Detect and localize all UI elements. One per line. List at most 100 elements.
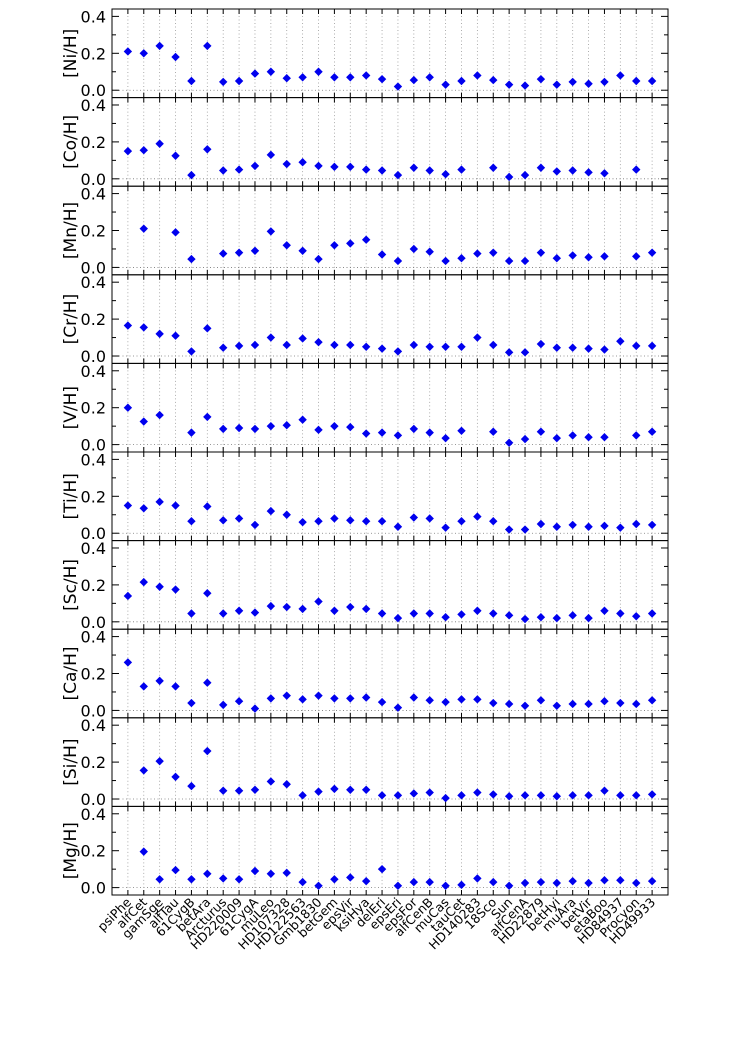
y-axis-label: [V/H] xyxy=(61,386,81,429)
data-point xyxy=(361,165,371,174)
data-point xyxy=(409,244,419,254)
y-tick-label: 0.2 xyxy=(81,753,106,772)
data-point xyxy=(171,585,180,594)
data-point xyxy=(536,74,546,84)
panel-7: 0.0 0.2 0.4[Ca/H] xyxy=(61,628,669,720)
data-point xyxy=(632,76,641,86)
data-point xyxy=(361,235,371,244)
data-point xyxy=(330,340,339,350)
data-point xyxy=(600,786,609,795)
data-point xyxy=(568,520,577,530)
data-point xyxy=(409,693,419,702)
data-point xyxy=(600,77,609,87)
data-point xyxy=(568,431,577,440)
panel-0: 0.0 0.2 0.4[Ni/H] xyxy=(61,7,669,100)
data-point xyxy=(155,139,164,148)
y-axis-label: [Co/H] xyxy=(61,115,81,169)
data-point xyxy=(314,881,323,890)
data-point xyxy=(647,696,657,705)
data-point xyxy=(314,337,323,347)
panel-frame xyxy=(111,717,669,807)
data-point xyxy=(520,701,530,711)
data-point xyxy=(298,604,307,614)
data-point xyxy=(425,609,434,618)
data-point xyxy=(346,162,355,172)
data-point xyxy=(123,146,133,156)
data-point xyxy=(647,609,657,618)
data-point xyxy=(219,786,228,795)
data-point xyxy=(361,429,371,438)
data-point xyxy=(457,426,466,435)
data-point xyxy=(584,79,593,88)
data-point xyxy=(409,513,419,522)
data-point xyxy=(377,74,387,84)
data-point xyxy=(536,877,546,887)
y-tick-label: 0.2 xyxy=(81,399,106,418)
data-point xyxy=(139,682,148,691)
panel-frame xyxy=(111,8,669,99)
data-point xyxy=(473,695,482,704)
panel-9: 0.0 0.2 0.4[Mg/H] xyxy=(61,805,669,898)
data-point xyxy=(234,696,244,706)
data-point xyxy=(155,497,164,507)
data-point xyxy=(139,417,148,426)
data-point xyxy=(250,424,260,434)
data-point xyxy=(155,756,164,766)
data-point xyxy=(139,577,148,587)
data-point xyxy=(187,170,196,180)
data-point xyxy=(473,249,482,258)
data-point xyxy=(647,876,657,886)
data-point xyxy=(552,878,561,888)
data-point xyxy=(171,52,180,62)
data-point xyxy=(266,67,276,76)
data-point xyxy=(282,159,291,169)
data-point xyxy=(346,340,355,350)
data-point xyxy=(219,874,228,883)
data-point xyxy=(123,403,133,412)
data-point xyxy=(171,682,180,691)
data-point xyxy=(377,791,387,800)
data-point xyxy=(203,869,212,878)
data-point xyxy=(473,512,482,521)
data-point xyxy=(219,77,228,87)
data-point xyxy=(123,591,133,601)
data-point xyxy=(584,168,593,177)
data-point xyxy=(504,172,514,182)
data-point xyxy=(361,71,371,80)
data-point xyxy=(425,877,434,887)
data-point xyxy=(282,780,291,789)
y-tick-label: 0.4 xyxy=(81,362,106,381)
data-point xyxy=(139,504,148,513)
data-point xyxy=(647,520,657,530)
data-point xyxy=(632,341,641,351)
y-tick-label: 0.0 xyxy=(81,81,106,100)
data-point xyxy=(171,772,180,782)
data-point xyxy=(219,700,228,710)
data-point xyxy=(171,865,180,875)
data-point xyxy=(250,704,260,713)
data-point xyxy=(600,876,609,885)
data-point xyxy=(568,77,577,87)
y-axis-label: [Si/H] xyxy=(61,738,81,785)
data-point xyxy=(441,793,450,803)
y-tick-label: 0.2 xyxy=(81,665,106,684)
data-point xyxy=(298,246,307,256)
y-tick-label: 0.2 xyxy=(81,842,106,861)
data-point xyxy=(266,333,276,342)
data-point xyxy=(266,150,276,160)
data-point xyxy=(520,434,530,444)
data-point xyxy=(473,333,482,342)
y-axis-label: [Cr/H] xyxy=(61,294,81,345)
data-point xyxy=(139,847,148,856)
data-point xyxy=(298,158,307,167)
data-point xyxy=(457,880,466,890)
y-tick-label: 0.4 xyxy=(81,450,106,469)
data-point xyxy=(219,343,228,352)
data-point xyxy=(425,788,434,797)
data-point xyxy=(568,791,577,800)
data-point xyxy=(536,696,546,705)
data-point xyxy=(409,75,419,85)
data-point xyxy=(441,613,450,622)
data-point xyxy=(520,878,530,888)
data-point xyxy=(139,323,148,332)
